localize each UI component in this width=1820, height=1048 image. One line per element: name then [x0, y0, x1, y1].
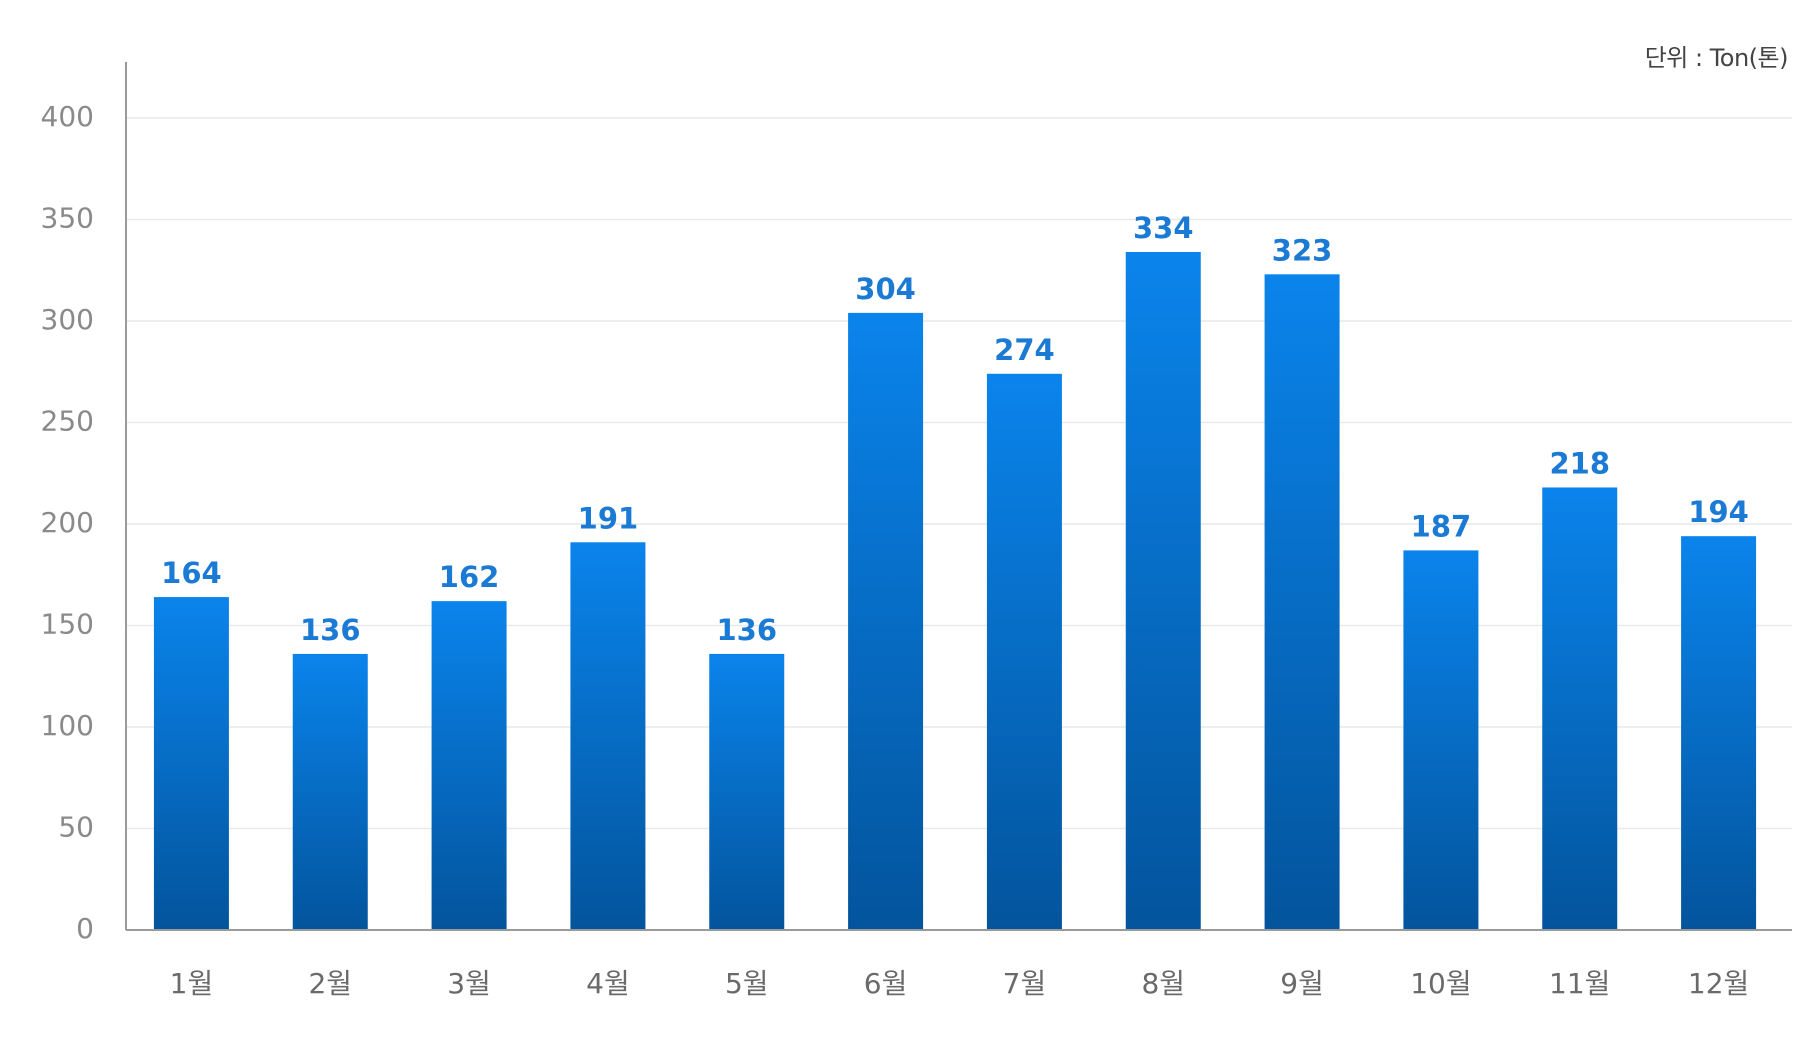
axes — [125, 62, 1792, 931]
y-tick-label: 350 — [41, 202, 94, 235]
data-label: 304 — [855, 272, 916, 306]
y-tick-label: 50 — [58, 811, 94, 844]
data-label: 136 — [300, 613, 361, 647]
x-tick-label: 8월 — [1141, 967, 1185, 1000]
x-tick-label: 2월 — [308, 967, 352, 1000]
y-tick-label: 300 — [41, 303, 94, 336]
bar-11 — [1542, 487, 1618, 930]
unit-label: 단위 : Ton(톤) — [1644, 44, 1789, 72]
data-label: 136 — [716, 613, 777, 647]
x-tick-label: 12월 — [1688, 967, 1749, 1000]
bar-1 — [153, 597, 229, 930]
y-tick-label: 100 — [41, 709, 94, 742]
y-tick-label: 250 — [41, 405, 94, 438]
data-label: 191 — [578, 501, 639, 535]
bar-6 — [848, 312, 924, 930]
x-tick-label: 9월 — [1280, 967, 1324, 1000]
x-tick-label: 1월 — [170, 967, 214, 1000]
y-tick-label: 150 — [41, 608, 94, 641]
labels: 0 50 100 150 200 250 300 350 400 164 1월 136 2월 162 3월 1… — [41, 100, 1750, 1000]
data-label: 323 — [1272, 233, 1333, 267]
data-label: 218 — [1549, 446, 1610, 480]
x-tick-label: 3월 — [447, 967, 491, 1000]
data-label: 194 — [1688, 495, 1749, 529]
data-label: 164 — [161, 556, 222, 590]
grid-lines — [126, 117, 1792, 830]
bars — [153, 251, 1757, 931]
bar-10 — [1403, 550, 1479, 930]
x-tick-label: 5월 — [725, 967, 769, 1000]
data-label: 274 — [994, 333, 1055, 367]
y-tick-label: 400 — [41, 100, 94, 133]
x-tick-label: 7월 — [1003, 967, 1047, 1000]
y-tick-label: 0 — [76, 912, 94, 945]
x-tick-label: 6월 — [864, 967, 908, 1000]
y-tick-label: 200 — [41, 506, 94, 539]
bar-5 — [709, 653, 785, 930]
bar-8 — [1125, 251, 1201, 931]
x-tick-label: 11월 — [1549, 967, 1610, 1000]
data-label: 162 — [439, 560, 500, 594]
data-label: 187 — [1411, 509, 1472, 543]
x-tick-label: 10월 — [1410, 967, 1471, 1000]
bar-3 — [431, 601, 507, 930]
bar-2 — [292, 653, 368, 930]
bar-9 — [1264, 274, 1340, 930]
data-label: 334 — [1133, 211, 1194, 245]
x-tick-label: 4월 — [586, 967, 630, 1000]
bar-4 — [570, 542, 646, 930]
bar-12 — [1681, 536, 1757, 930]
bar-7 — [986, 373, 1062, 930]
